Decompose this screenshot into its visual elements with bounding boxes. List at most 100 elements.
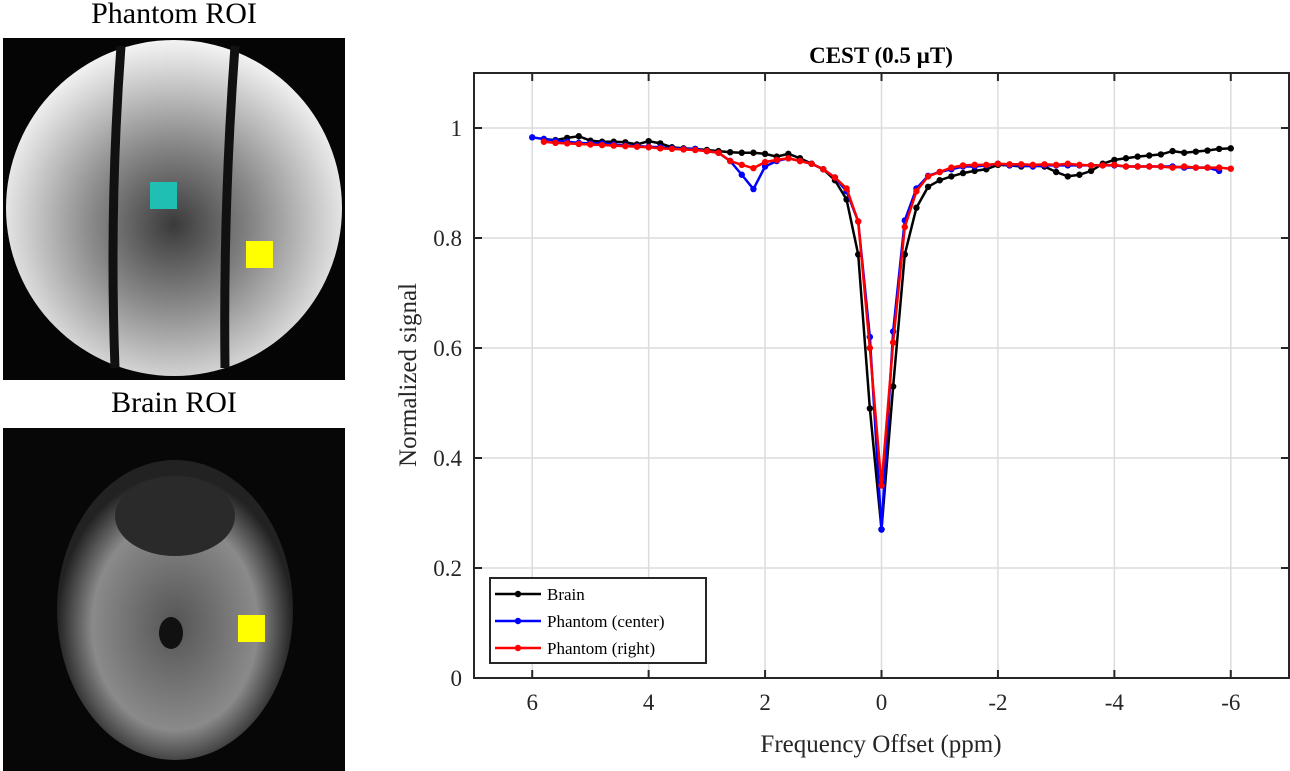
data-point: [1215, 164, 1223, 171]
data-point: [1181, 163, 1188, 170]
data-point: [575, 133, 582, 140]
data-point: [680, 146, 687, 153]
roi-phantom-right: [246, 241, 273, 268]
data-point: [1041, 161, 1048, 168]
data-point: [529, 134, 536, 141]
data-point: [843, 185, 850, 192]
data-point: [948, 173, 955, 180]
data-point: [1122, 163, 1130, 170]
series-phantom-right: [540, 138, 1234, 489]
legend-marker: [514, 590, 522, 598]
data-point: [820, 166, 827, 173]
x-tick-label: 4: [643, 690, 655, 715]
data-point: [855, 251, 862, 258]
y-tick-label: 0.8: [433, 226, 462, 251]
data-point: [750, 164, 757, 172]
data-point: [610, 142, 617, 149]
data-point: [959, 162, 967, 169]
data-point: [1215, 145, 1223, 153]
data-point: [878, 526, 885, 533]
data-point: [563, 140, 571, 147]
data-point: [622, 142, 629, 150]
data-point: [738, 161, 745, 169]
data-point: [703, 147, 711, 155]
data-point: [913, 204, 920, 211]
data-point: [1006, 161, 1013, 168]
phantom-roi-label: Phantom ROI: [91, 0, 257, 30]
brain-roi-label: Brain ROI: [111, 386, 237, 419]
data-point: [1052, 161, 1060, 169]
data-point: [1146, 163, 1153, 170]
data-point: [1204, 147, 1211, 154]
data-point: [924, 173, 932, 180]
legend-marker: [514, 644, 522, 652]
legend-label: Phantom (right): [547, 639, 655, 658]
data-point: [924, 183, 932, 191]
data-point: [913, 188, 920, 195]
data-point: [1064, 160, 1071, 167]
data-point: [948, 164, 955, 171]
plot-frame: [473, 72, 1290, 679]
data-point: [1111, 156, 1118, 164]
roi-phantom-center: [150, 182, 177, 209]
data-point: [1181, 149, 1188, 156]
data-point: [1064, 173, 1071, 180]
data-point: [715, 149, 722, 156]
x-axis-label: Frequency Offset (ppm): [760, 731, 1001, 758]
data-point: [971, 161, 978, 169]
data-point: [1134, 153, 1141, 160]
data-point: [587, 141, 594, 148]
data-point: [1087, 167, 1095, 175]
roi-brain: [238, 615, 265, 642]
data-point: [1146, 152, 1153, 159]
data-point: [726, 157, 734, 165]
data-point: [1029, 161, 1037, 169]
y-tick-label: 0.4: [433, 446, 462, 471]
data-point: [1157, 151, 1165, 158]
data-point: [738, 171, 745, 178]
data-point: [1227, 145, 1234, 152]
data-point: [878, 482, 885, 489]
x-tick-label: -4: [1105, 690, 1125, 715]
data-point: [1204, 164, 1211, 171]
data-point: [1018, 161, 1025, 168]
data-point: [633, 143, 641, 150]
brain-image: [3, 428, 345, 771]
data-point: [761, 150, 769, 158]
data-point: [1169, 164, 1176, 171]
data-point: [738, 149, 745, 156]
data-point: [552, 139, 559, 147]
legend-label: Brain: [547, 585, 585, 604]
data-point: [936, 168, 943, 176]
data-point: [971, 167, 978, 175]
data-point: [1076, 171, 1083, 178]
data-point: [750, 149, 757, 156]
data-point: [994, 160, 1002, 167]
data-point: [901, 223, 908, 231]
y-tick-label: 0: [451, 666, 463, 691]
data-point: [1122, 155, 1130, 162]
series-brain: [540, 133, 1234, 533]
x-tick-label: -6: [1221, 690, 1240, 715]
data-point: [761, 158, 769, 166]
data-point: [831, 174, 839, 181]
data-point: [1052, 168, 1060, 176]
data-point: [785, 150, 792, 158]
data-point: [1087, 162, 1095, 169]
data-point: [936, 177, 943, 184]
data-point: [1169, 147, 1176, 155]
data-point: [866, 344, 874, 352]
data-point: [750, 185, 757, 193]
chart-title: CEST (0.5 µT): [809, 43, 953, 68]
data-point: [773, 156, 780, 164]
data-point: [645, 144, 652, 151]
x-tick-label: -2: [988, 690, 1007, 715]
data-point: [761, 163, 769, 170]
data-point: [1076, 161, 1083, 169]
data-point: [1192, 148, 1200, 155]
data-point: [808, 160, 815, 167]
data-point: [1099, 162, 1106, 169]
data-point: [668, 145, 676, 153]
data-point: [1134, 163, 1141, 170]
